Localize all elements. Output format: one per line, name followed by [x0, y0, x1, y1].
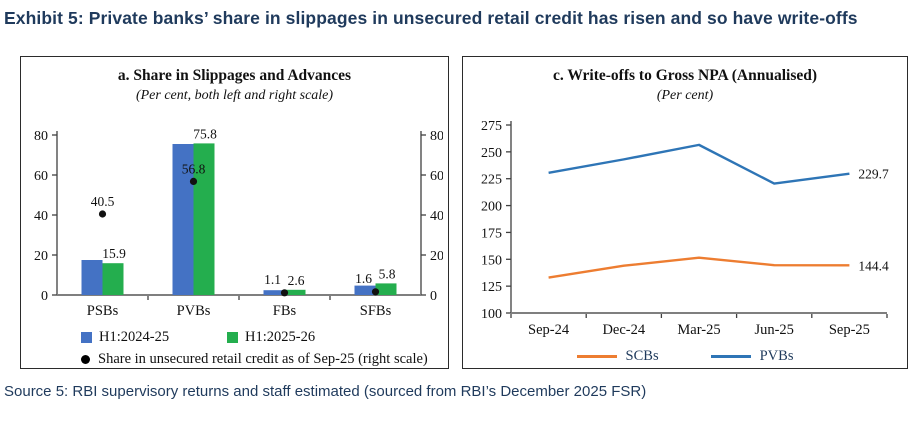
svg-text:2.6: 2.6	[288, 273, 305, 288]
panel-slippages: a. Share in Slippages and Advances (Per …	[20, 56, 450, 369]
bar-chart-subtitle: (Per cent, both left and right scale)	[135, 88, 334, 103]
svg-text:100: 100	[481, 307, 502, 322]
legend-item-h1-2024-25: H1:2024-25	[81, 329, 227, 346]
legend-label: H1:2024-25	[99, 328, 170, 345]
svg-text:40.5: 40.5	[91, 194, 115, 209]
line-chart-title: c. Write-offs to Gross NPA (Annualised)	[552, 67, 818, 84]
svg-text:275: 275	[481, 119, 502, 134]
green-swatch-icon	[227, 331, 238, 343]
svg-text:1.1: 1.1	[264, 272, 281, 287]
svg-text:Jun-25: Jun-25	[754, 322, 793, 338]
svg-text:20: 20	[34, 249, 48, 264]
blue-swatch-icon	[81, 331, 92, 343]
panels-row: a. Share in Slippages and Advances (Per …	[20, 56, 908, 369]
legend-label: H1:2025-26	[245, 328, 316, 345]
svg-text:175: 175	[481, 226, 502, 241]
legend-label: Share in unsecured retail credit as of S…	[98, 350, 428, 367]
svg-text:FBs: FBs	[273, 303, 297, 319]
bar-chart: 0 0 20 20 40 40 60 60 80 80 15.9 PSBs 75.8 PVBs 2.6 FBs…	[34, 126, 444, 319]
svg-text:SFBs: SFBs	[360, 303, 392, 319]
svg-text:80: 80	[430, 129, 443, 144]
svg-text:125: 125	[481, 280, 502, 295]
legend-item-dot-series: Share in unsecured retail credit as of S…	[81, 351, 428, 368]
legend-item-scbs: SCBs	[576, 348, 659, 365]
svg-text:144.4: 144.4	[858, 258, 889, 273]
svg-text:60: 60	[430, 169, 443, 184]
svg-text:PVBs: PVBs	[177, 303, 211, 319]
svg-text:1.6: 1.6	[355, 271, 372, 286]
svg-text:Mar-25: Mar-25	[677, 322, 720, 338]
svg-text:Sep-24: Sep-24	[528, 322, 570, 338]
svg-text:5.8: 5.8	[379, 266, 396, 281]
line-chart-legend: SCBs PVBs	[463, 348, 907, 365]
svg-text:PSBs: PSBs	[87, 303, 119, 319]
legend-label: PVBs	[759, 348, 794, 364]
svg-text:20: 20	[430, 249, 443, 264]
line-chart-subtitle: (Per cent)	[656, 88, 714, 103]
svg-text:0: 0	[430, 289, 437, 304]
svg-text:229.7: 229.7	[858, 167, 889, 182]
bar-chart-legend: H1:2024-25 H1:2025-26 Share in unsecured…	[21, 326, 448, 368]
svg-text:250: 250	[481, 146, 502, 161]
svg-text:200: 200	[481, 200, 502, 215]
svg-text:80: 80	[34, 129, 48, 144]
line-chart: 100 125 150 175 200 225 250 275 Sep-24 Dec-24 Mar-…	[481, 119, 889, 338]
orange-line-icon	[576, 355, 617, 358]
svg-text:40: 40	[430, 209, 443, 224]
bar-chart-title: a. Share in Slippages and Advances	[117, 67, 352, 84]
black-dot-icon	[81, 354, 90, 364]
legend-item-pvbs: PVBs	[710, 348, 794, 365]
svg-text:Dec-24: Dec-24	[602, 322, 645, 338]
exhibit-title: Exhibit 5: Private banks’ share in slipp…	[4, 8, 858, 28]
panel-writeoffs: c. Write-offs to Gross NPA (Annualised) …	[462, 56, 908, 369]
source-note: Source 5: RBI supervisory returns and st…	[4, 383, 647, 400]
svg-text:0: 0	[41, 289, 48, 304]
svg-text:60: 60	[34, 169, 48, 184]
svg-text:40: 40	[34, 209, 48, 224]
svg-text:150: 150	[481, 253, 502, 268]
svg-text:225: 225	[481, 173, 502, 188]
svg-text:56.8: 56.8	[182, 161, 206, 176]
blue-line-icon	[710, 355, 751, 358]
legend-label: SCBs	[625, 348, 659, 364]
svg-text:75.8: 75.8	[193, 126, 217, 141]
svg-text:15.9: 15.9	[102, 246, 126, 261]
svg-text:Sep-25: Sep-25	[829, 322, 870, 338]
legend-item-h1-2025-26: H1:2025-26	[227, 329, 315, 346]
